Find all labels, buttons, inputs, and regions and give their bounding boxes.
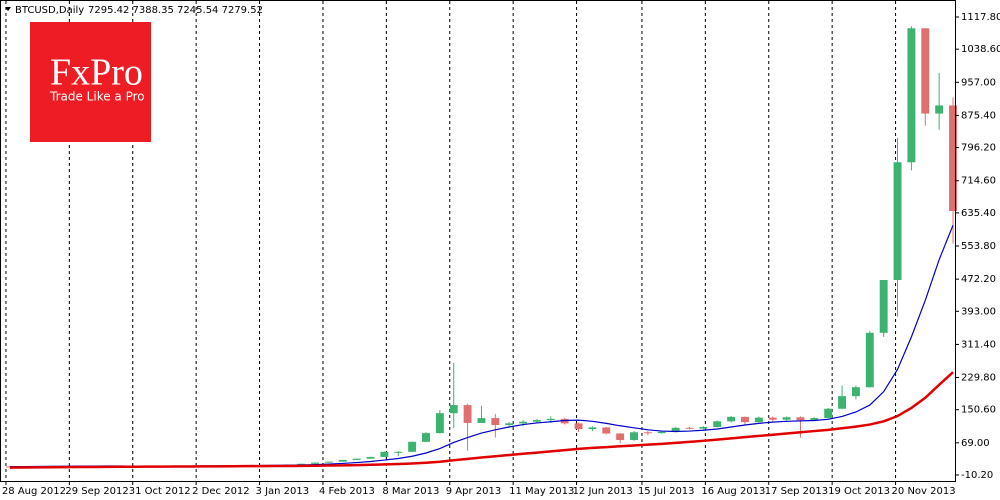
- y-tick-label: 1038.60: [961, 44, 1000, 55]
- candle-body: [532, 420, 541, 422]
- candle-body: [560, 418, 569, 424]
- candle-body: [879, 280, 888, 333]
- candle-body: [935, 105, 944, 114]
- candle-body: [949, 105, 957, 212]
- candle-body: [297, 463, 306, 465]
- symbol: BTCUSD,Daily: [15, 5, 84, 16]
- x-tick-label: 28 Aug 2012: [2, 486, 66, 497]
- candle-body: [685, 427, 694, 429]
- x-tick-label: 8 Mar 2013: [382, 486, 439, 497]
- menu-arrow: [5, 7, 11, 11]
- candle-body: [713, 421, 722, 428]
- candle-body: [782, 417, 791, 420]
- x-tick-label: 31 Oct 2012: [129, 486, 191, 497]
- plot-frame: [0, 0, 956, 482]
- y-tick-label: 553.80: [961, 241, 996, 252]
- candle-body: [546, 418, 555, 421]
- candle-body: [865, 332, 874, 388]
- x-tick-label: 19 Oct 2013: [828, 486, 890, 497]
- candle-body: [671, 427, 680, 432]
- y-tick-label: 714.60: [961, 176, 996, 187]
- candle-body: [851, 387, 860, 397]
- candle-body: [921, 28, 930, 114]
- x-tick-label: 20 Nov 2013: [892, 486, 956, 497]
- candle-body: [754, 417, 763, 423]
- y-tick-label: 311.40: [961, 339, 996, 350]
- candle-body: [352, 458, 361, 460]
- candle-body: [519, 421, 528, 424]
- candle-body: [422, 433, 430, 442]
- candle-body: [505, 423, 514, 425]
- y-tick-label: 635.40: [961, 208, 996, 219]
- candle-body: [408, 441, 417, 452]
- candle-body: [796, 417, 805, 421]
- logo-tagline: Trade Like a Pro: [49, 90, 145, 104]
- x-tick-label: 4 Feb 2013: [319, 486, 375, 497]
- candle-body: [630, 432, 638, 440]
- candle-body: [491, 418, 500, 425]
- candle-body: [616, 433, 625, 440]
- y-tick-label: 796.20: [961, 143, 996, 154]
- candle-body: [824, 408, 833, 419]
- x-tick-label: 11 May 2013: [509, 486, 574, 497]
- logo-name: FxPro: [50, 52, 143, 94]
- y-tick-label: 150.60: [961, 405, 996, 416]
- candle-body: [380, 451, 389, 457]
- candle-body: [907, 28, 916, 163]
- candle-body: [394, 451, 403, 453]
- y-tick-label: 69.00: [961, 438, 990, 449]
- candle-body: [838, 396, 847, 409]
- x-tick-label: 16 Aug 2013: [701, 486, 765, 497]
- y-tick-label: 393.00: [961, 306, 996, 317]
- candle-body: [643, 432, 652, 434]
- x-tick-label: 12 Jun 2013: [573, 486, 633, 497]
- candle-body: [449, 405, 458, 414]
- candle-body: [810, 418, 819, 421]
- moving-average-line: [9, 371, 954, 469]
- x-tick-label: 29 Sep 2012: [65, 486, 128, 497]
- candle-body: [435, 413, 444, 434]
- candle-body: [311, 462, 319, 464]
- candle-body: [463, 405, 472, 423]
- logo-box: [30, 22, 151, 142]
- candle-body: [588, 427, 597, 430]
- candle-body: [699, 427, 708, 429]
- x-tick-label: 15 Jul 2013: [638, 486, 695, 497]
- y-tick-label: 1117.80: [961, 12, 1000, 23]
- candle-body: [657, 431, 666, 434]
- y-tick-label: -10.20: [961, 470, 993, 481]
- y-tick-label: 957.00: [961, 77, 996, 88]
- candle-body: [768, 417, 777, 420]
- x-tick-label: 3 Jan 2013: [256, 486, 310, 497]
- candle-body: [727, 416, 736, 422]
- x-tick-label: 2 Dec 2012: [192, 486, 250, 497]
- candle-body: [324, 461, 333, 463]
- quote: 7295.42 7388.35 7245.54 7279.52: [88, 5, 263, 16]
- candle-body: [366, 456, 375, 459]
- candle-body: [893, 162, 902, 281]
- y-tick-label: 229.80: [961, 373, 996, 384]
- axes: 28 Aug 2012 29 Sep 2012 31 Oct 2012 2 Dec 2…: [2, 12, 1000, 497]
- candle-body: [602, 427, 611, 434]
- candle-body: [477, 418, 486, 423]
- y-tick-label: 472.20: [961, 274, 996, 285]
- marks: [5, 26, 957, 469]
- x-tick-label: 9 Apr 2013: [446, 486, 501, 497]
- y-tick-label: 875.40: [961, 110, 996, 121]
- candle-body: [574, 423, 583, 430]
- candle-body: [338, 459, 347, 462]
- x-tick-label: 17 Sep 2013: [765, 486, 828, 497]
- candle-body: [741, 416, 749, 423]
